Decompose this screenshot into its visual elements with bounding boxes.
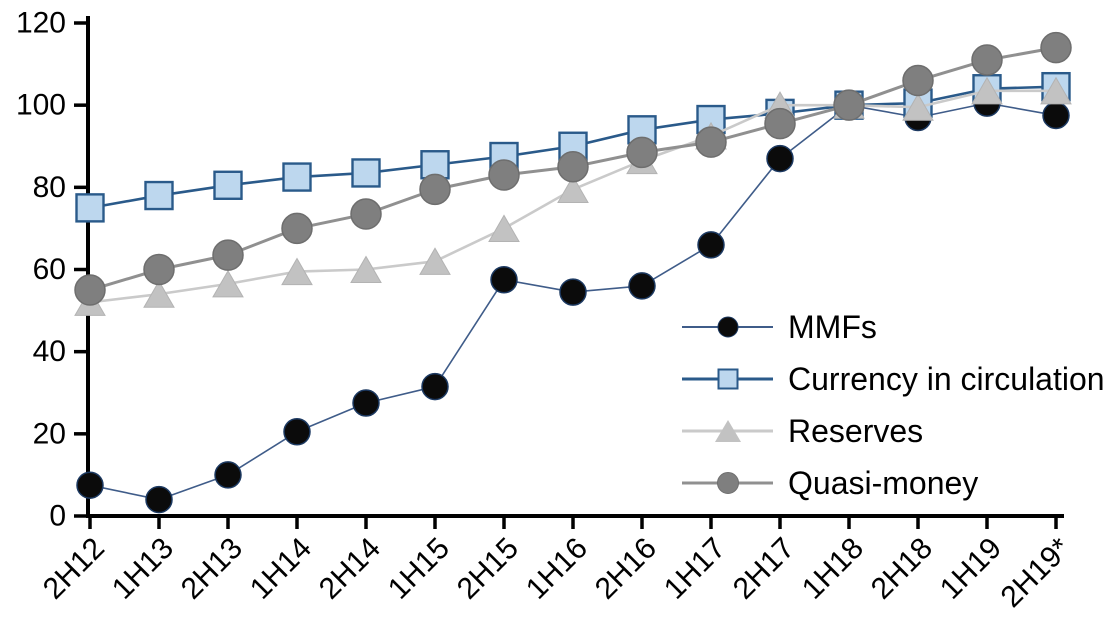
data-point-mmfs	[766, 144, 794, 173]
data-point-currency-in-circulation	[213, 170, 243, 200]
legend-line-sample-currency	[682, 357, 773, 401]
legend-line-sample-reserves	[682, 409, 773, 453]
data-point-quasi-money	[626, 136, 658, 169]
data-point-quasi-money	[833, 89, 865, 121]
legend-item-quasi-money: Quasi-money	[682, 457, 1105, 509]
x-axis-label: 2H17	[727, 532, 801, 606]
data-point-reserves	[1040, 76, 1072, 105]
data-point-mmfs	[145, 485, 173, 514]
data-point-quasi-money	[902, 64, 934, 97]
data-point-mmfs	[1042, 101, 1070, 130]
data-point-mmfs	[283, 418, 311, 446]
x-axis-label: 2H13	[175, 532, 249, 606]
data-point-reserves	[488, 214, 520, 242]
legend-label-mmfs: MMFs	[788, 309, 877, 345]
data-point-quasi-money	[1040, 31, 1072, 64]
data-point-quasi-money	[74, 274, 106, 306]
data-point-mmfs	[559, 278, 587, 306]
y-axis-label: 40	[33, 335, 66, 368]
square-marker-icon	[717, 368, 738, 390]
data-point-currency-in-circulation	[282, 162, 312, 192]
data-point-reserves	[143, 280, 175, 308]
data-point-quasi-money	[971, 44, 1003, 76]
data-point-quasi-money	[488, 159, 520, 191]
data-point-mmfs	[697, 231, 725, 259]
legend-item-mmfs: MMFs	[682, 301, 1105, 353]
data-point-reserves	[902, 93, 934, 121]
x-axis-label: 1H16	[520, 532, 594, 606]
data-point-quasi-money	[212, 239, 244, 271]
x-axis-label: 2H14	[313, 532, 387, 606]
data-point-mmfs	[352, 389, 380, 417]
chart-legend: MMFs Currency in circulation Reserves Qu…	[682, 301, 1105, 509]
triangle-marker-icon	[714, 420, 741, 442]
data-point-quasi-money	[695, 126, 727, 158]
data-point-quasi-money	[557, 151, 589, 183]
x-axis-label: 2H15	[451, 532, 525, 606]
data-point-mmfs	[490, 266, 518, 294]
x-axis-label: 1H15	[382, 532, 456, 606]
data-point-currency-in-circulation	[351, 158, 381, 188]
y-axis-label: 0	[49, 500, 66, 533]
x-axis-label: 1H17	[658, 532, 732, 606]
x-axis-label: 1H14	[244, 532, 318, 606]
data-point-reserves	[212, 269, 244, 298]
y-axis-label: 60	[33, 253, 66, 286]
legend-item-reserves: Reserves	[682, 405, 1105, 457]
legend-label-reserves: Reserves	[788, 413, 924, 449]
data-point-currency-in-circulation	[75, 193, 105, 223]
data-point-reserves	[281, 257, 313, 286]
data-point-mmfs	[214, 461, 242, 489]
legend-item-currency-in-circulation: Currency in circulation	[682, 353, 1105, 405]
data-point-currency-in-circulation	[144, 180, 174, 211]
y-axis-label: 20	[33, 417, 66, 450]
x-axis-label: 2H19*	[995, 531, 1078, 614]
y-axis-label: 80	[33, 171, 66, 204]
data-point-quasi-money	[350, 198, 382, 230]
data-point-mmfs	[76, 471, 104, 499]
x-axis-label: 1H13	[106, 532, 180, 606]
data-point-reserves	[350, 255, 382, 284]
x-axis-label: 2H16	[589, 532, 663, 606]
y-axis-label: 120	[16, 7, 66, 40]
data-point-mmfs	[628, 272, 656, 300]
circle-marker-icon	[717, 316, 738, 338]
data-point-quasi-money	[419, 173, 451, 206]
x-axis-label: 2H18	[865, 532, 939, 606]
legend-line-sample-mmfs	[682, 305, 773, 349]
legend-line-sample-quasi-money	[682, 461, 773, 505]
data-point-quasi-money	[143, 253, 175, 286]
y-axis-label: 100	[16, 89, 66, 122]
data-point-reserves	[557, 175, 589, 203]
data-point-reserves	[419, 247, 451, 275]
data-point-reserves	[971, 76, 1003, 105]
data-point-quasi-money	[281, 212, 313, 245]
x-axis-label: 2H12	[37, 532, 111, 606]
circle-marker-icon	[716, 472, 739, 494]
data-point-quasi-money	[764, 107, 796, 140]
data-point-mmfs	[421, 372, 449, 401]
legend-label-currency: Currency in circulation	[788, 361, 1105, 397]
x-axis-label: 1H19	[934, 532, 1008, 606]
legend-label-quasi-money: Quasi-money	[788, 465, 979, 501]
x-axis-label: 1H18	[796, 532, 870, 606]
